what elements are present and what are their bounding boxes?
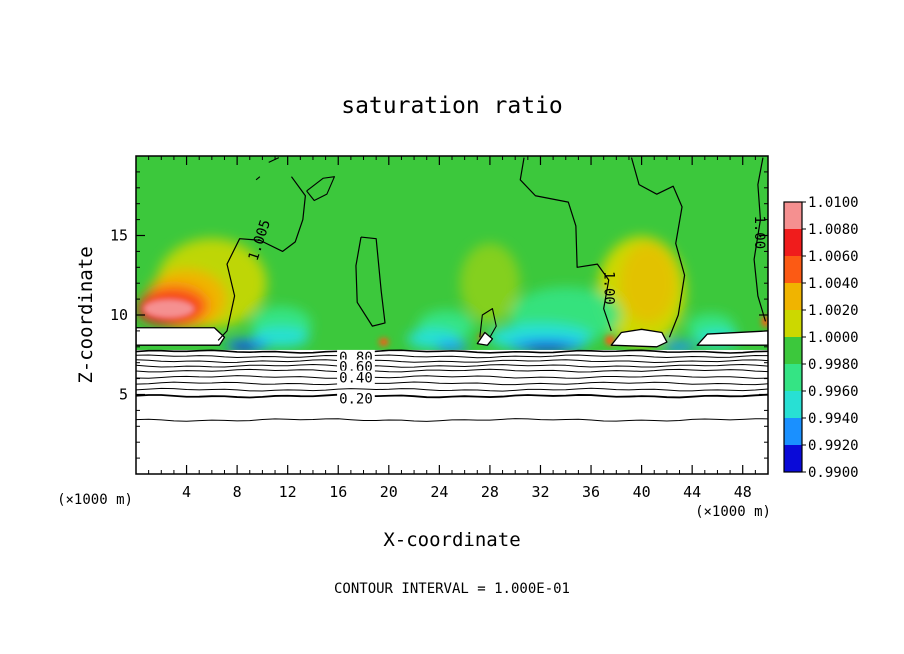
colorbar-tick-label: 1.0040 — [808, 276, 859, 292]
colorbar-segment — [784, 256, 802, 284]
contour-line — [136, 368, 768, 373]
patch-darkblue — [229, 343, 258, 352]
y-tick-label: 15 — [110, 227, 128, 245]
contour-label: 0.40 — [339, 371, 373, 387]
clear-lobe-left — [136, 327, 226, 346]
colorbar-segment — [784, 229, 802, 257]
colorbar-segment — [784, 391, 802, 419]
x-tick-label: 40 — [633, 483, 651, 501]
x-tick-label: 24 — [430, 483, 448, 501]
patch-yellow — [619, 243, 676, 324]
colorbar-tick-label: 0.9940 — [808, 411, 859, 427]
contour-line — [136, 418, 768, 422]
contour-label: 0.20 — [339, 391, 373, 407]
x-unit-label-left: (×1000 m) — [57, 492, 133, 508]
contour-one-blob — [479, 308, 497, 338]
colorbar-segment — [784, 283, 802, 311]
x-tick-label: 4 — [182, 483, 191, 501]
x-tick-label: 20 — [380, 483, 398, 501]
contour-line — [136, 354, 768, 359]
contour-line — [136, 375, 768, 379]
colorbar-segment — [784, 364, 802, 392]
contour-one-blob — [306, 176, 335, 202]
patch-cyan — [253, 327, 310, 348]
contour-one-center — [519, 157, 612, 332]
contour-line — [136, 387, 768, 392]
colorbar-tick-label: 1.0100 — [808, 195, 859, 211]
colorbar-tick-label: 0.9960 — [808, 384, 859, 400]
colorbar-segment — [784, 445, 802, 473]
patch-orange — [761, 315, 768, 328]
colorbar-tick-label: 1.0080 — [808, 222, 859, 238]
contour-line — [136, 349, 768, 354]
x-axis-label: X-coordinate — [383, 529, 520, 551]
colorbar-segment — [784, 310, 802, 338]
colorbar-segment — [784, 202, 802, 230]
x-tick-label: 16 — [329, 483, 347, 501]
y-tick-label: 10 — [110, 306, 128, 324]
patch-blue — [436, 341, 468, 352]
patch-ygreen — [459, 243, 520, 324]
x-axis-ticks: 4 8 12 16 20 24 28 32 36 40 44 48 — [148, 156, 756, 501]
contour-one-blob — [355, 236, 386, 327]
colorbar-segment — [784, 337, 802, 365]
contour-label-bg — [337, 391, 375, 408]
patch-pink — [142, 298, 195, 319]
clear-lobe-right — [696, 330, 768, 346]
contour-line — [136, 381, 768, 386]
x-tick-label: 28 — [481, 483, 499, 501]
contour-line — [136, 393, 768, 399]
colorbar-tick-label: 1.0060 — [808, 249, 859, 265]
contour-label: 1.00 — [601, 271, 617, 305]
colorbar: 1.0100 1.0080 1.0060 1.0040 1.0020 1.0000 0.99… — [783, 195, 859, 481]
contour-one-right — [630, 157, 686, 338]
x-tick-label: 44 — [683, 483, 701, 501]
x-tick-label: 36 — [582, 483, 600, 501]
contour-fragment — [268, 157, 280, 163]
colorbar-tick-label: 1.0000 — [808, 330, 859, 346]
x-tick-label: 32 — [531, 483, 549, 501]
y-axis-ticks: 5 10 15 — [110, 171, 768, 459]
clear-lobe-small — [476, 331, 494, 346]
contour-fragment — [255, 176, 261, 181]
contour-one-edge — [753, 157, 767, 322]
contour-label-bg — [337, 370, 375, 387]
contour-interval-note: CONTOUR INTERVAL = 1.000E-01 — [334, 581, 570, 597]
x-tick-label: 48 — [734, 483, 752, 501]
x-unit-label-right: (×1000 m) — [695, 504, 771, 520]
patch-darkblue — [524, 343, 569, 352]
x-tick-label: 8 — [233, 483, 242, 501]
colorbar-tick-label: 0.9900 — [808, 465, 859, 481]
contour-line — [136, 363, 768, 368]
clear-lobe-center — [610, 328, 668, 348]
contour-label: 1.00 — [751, 215, 767, 249]
contour-lines — [136, 157, 768, 422]
chart-title: saturation ratio — [341, 93, 563, 119]
x-tick-label: 12 — [279, 483, 297, 501]
colorbar-tick-label: 1.0020 — [808, 303, 859, 319]
patch-orange — [378, 338, 389, 347]
contour-line — [136, 359, 768, 364]
y-tick-label: 5 — [119, 386, 128, 404]
subcloud-region — [136, 349, 768, 474]
colorbar-tick-label: 0.9980 — [808, 357, 859, 373]
y-axis-label: Z-coordinate — [75, 246, 97, 383]
contour-one-left — [217, 176, 306, 341]
colorbar-tick-label: 0.9920 — [808, 438, 859, 454]
patch-blue — [663, 341, 696, 352]
colorbar-segment — [784, 418, 802, 446]
